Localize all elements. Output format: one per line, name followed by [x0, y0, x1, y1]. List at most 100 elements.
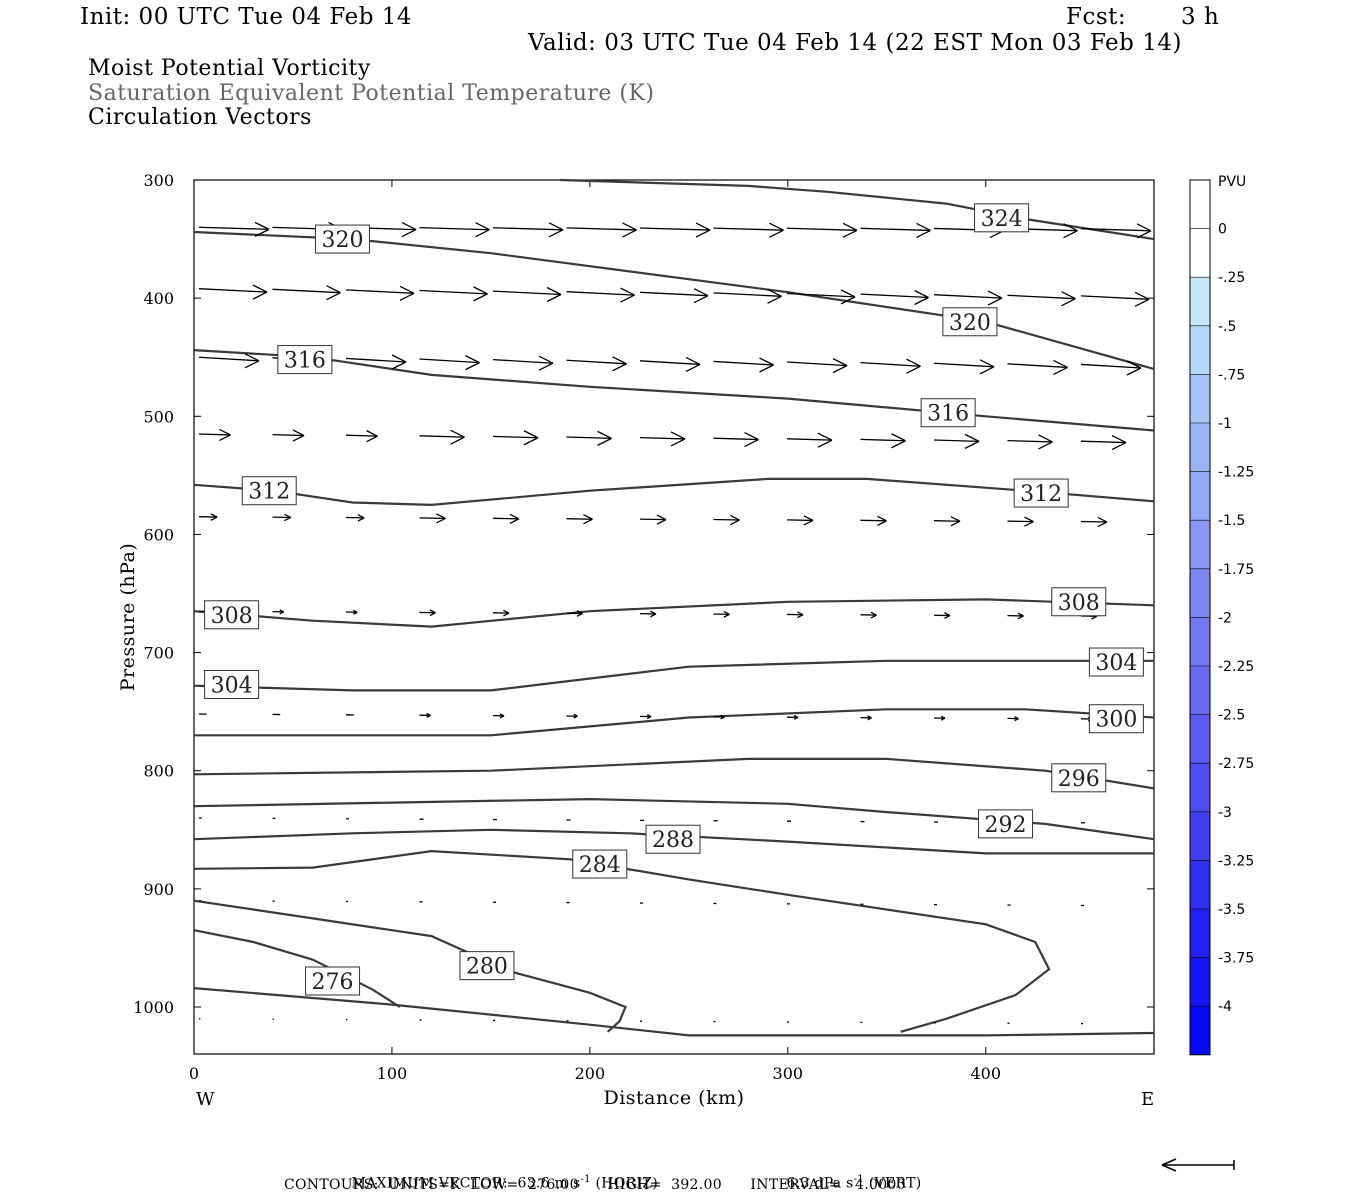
wind-vector: [933, 439, 980, 443]
wind-vector-head: [759, 357, 774, 373]
wind-vector-head: [1134, 291, 1150, 307]
contour-label-324: 324: [974, 203, 1030, 233]
wind-vector: [492, 227, 564, 231]
wind-vector: [713, 437, 759, 441]
contour-label-text: 280: [466, 955, 508, 980]
wind-vector-head: [1061, 291, 1076, 307]
wind-vector-head: [244, 353, 260, 369]
wind-vector-head: [842, 222, 858, 238]
contour-label-text: 284: [579, 853, 621, 878]
wind-vector-head: [252, 284, 268, 300]
wind-vector-head: [503, 609, 510, 617]
wind-vector: [713, 360, 774, 366]
wind-vector: [345, 289, 415, 294]
contour-label-text: 276: [312, 970, 354, 995]
contour-label-box: [1088, 647, 1144, 677]
wind-vector-head: [767, 288, 782, 304]
wind-vector-head: [914, 289, 929, 306]
contour-label-box: [314, 224, 370, 254]
x-tick-label: 100: [377, 1064, 408, 1083]
wind-vector: [492, 435, 539, 439]
colorbar-label: -.25: [1218, 270, 1245, 286]
y-tick-label: 900: [143, 880, 174, 899]
wind-vector-head: [693, 288, 709, 304]
vert-value: 6.3 dPa s: [786, 1175, 854, 1192]
title-mpv: Moist Potential Vorticity: [88, 56, 371, 81]
wind-vector: [1080, 295, 1150, 300]
wind-vector-head: [499, 713, 505, 719]
wind-vector-head: [979, 359, 995, 375]
contour-label-text: 308: [1058, 591, 1100, 616]
wind-vector-head: [916, 222, 931, 239]
contour-label-text: 316: [927, 402, 969, 427]
wind-vector: [639, 291, 709, 297]
max-vector-text: MAXIMUM VECTOR: 63.6 m s: [351, 1175, 581, 1192]
wind-vector-head: [769, 222, 784, 238]
contour-label-296: 296: [1051, 763, 1107, 793]
contour-label-text: 324: [981, 207, 1023, 232]
wind-vector-head: [1136, 223, 1152, 239]
contour-label-text: 288: [652, 828, 694, 853]
colorbar-bin: [1190, 811, 1210, 861]
wind-vector-head: [870, 611, 877, 619]
wind-vector-head: [620, 287, 635, 303]
wind-vector: [419, 517, 446, 520]
wind-vector-head: [1014, 716, 1019, 722]
wind-vector: [345, 434, 378, 437]
contour-label-box: [645, 824, 701, 854]
contour-label-288: 288: [645, 824, 701, 854]
y-axis-title: Pressure (hPa): [117, 543, 139, 692]
wind-vector-head: [1063, 223, 1078, 239]
contour-label-text: 304: [211, 673, 253, 698]
wind-vector-head: [964, 433, 980, 449]
wind-vector-head: [538, 355, 554, 371]
wind-vector-head: [1024, 516, 1034, 527]
wind-vector-head: [744, 431, 759, 448]
wind-vector: [198, 226, 270, 231]
wind-vector: [566, 518, 593, 520]
isentrope-surface: [193, 987, 1155, 1037]
isentrope-288: [193, 828, 1154, 855]
forecast-hour: 3 h: [1181, 4, 1220, 30]
contour-label-304: 304: [204, 669, 260, 699]
axis-labels: Distance (km) Pressure (hPa) W E: [117, 543, 1154, 1110]
contour-label-box: [1088, 704, 1144, 734]
colorbar-label: -2: [1218, 610, 1232, 626]
wind-vector: [345, 357, 407, 363]
wind-vector-head: [817, 432, 833, 448]
wind-vector-head: [723, 610, 730, 618]
wind-vector: [713, 227, 784, 231]
wind-vector-head: [436, 513, 446, 524]
wind-vector-head: [450, 429, 465, 445]
wind-vector-head: [793, 714, 799, 720]
contour-label-text: 292: [985, 813, 1027, 838]
wind-vector-head: [1038, 434, 1053, 450]
wind-vector-head: [646, 714, 652, 720]
colorbar-label: -3: [1218, 805, 1232, 821]
wind-vector-head: [254, 221, 270, 237]
colorbar-label: -3.25: [1218, 853, 1254, 869]
contour-label-box: [572, 849, 628, 879]
contour-info: CONTOURS: UNITS=K LOW= 276.00 HIGH= 392.…: [284, 1177, 906, 1193]
colorbar-bin: [1190, 957, 1210, 1007]
wind-vector-head: [1053, 359, 1068, 375]
wind-vector-head: [573, 713, 578, 719]
wind-vector-head: [401, 222, 417, 238]
wind-vector: [786, 361, 848, 367]
wind-vector-head: [523, 430, 539, 446]
contour-label-box: [978, 809, 1034, 839]
wind-vector: [492, 517, 520, 520]
wind-vector: [272, 288, 341, 294]
wind-vector-head: [1097, 516, 1108, 528]
wind-vector-head: [219, 428, 231, 442]
y-tick-label: 400: [143, 289, 174, 308]
wind-vector: [639, 436, 686, 440]
max-vector-horiz: MAXIMUM VECTOR: 63.6 m s-1 (HORIZ): [342, 1158, 658, 1192]
contour-label-box: [204, 669, 260, 699]
contour-label-280: 280: [459, 951, 515, 981]
wind-vector: [1080, 520, 1108, 523]
wind-vector: [198, 356, 260, 362]
wind-vector: [566, 227, 637, 231]
contour-label-304: 304: [1088, 647, 1144, 677]
